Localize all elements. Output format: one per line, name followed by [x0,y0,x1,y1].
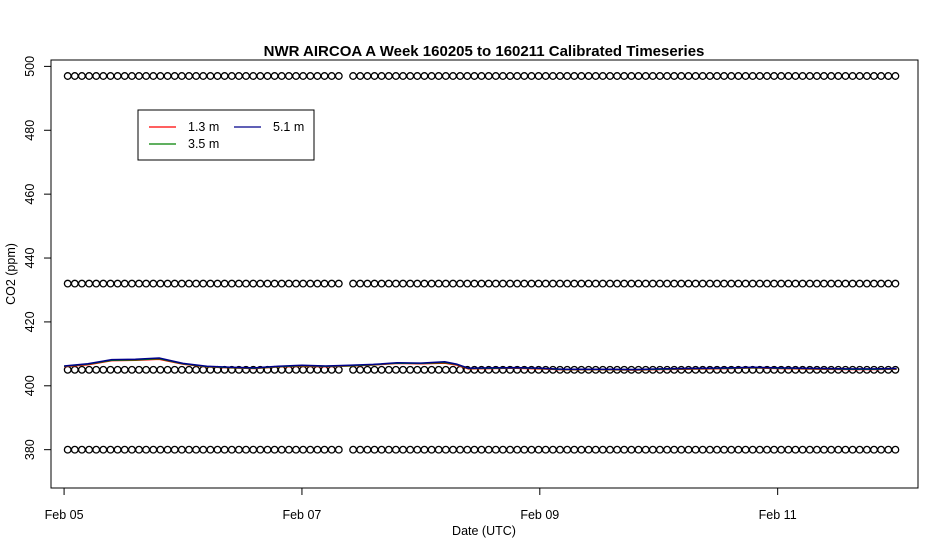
x-tick-label: Feb 05 [45,508,84,522]
chart-title: NWR AIRCOA A Week 160205 to 160211 Calib… [264,43,705,60]
x-tick-label: Feb 09 [520,508,559,522]
legend-label-1-3m: 1.3 m [188,120,219,134]
x-tick-label: Feb 11 [759,508,797,522]
legend-label-5-1m: 5.1 m [273,120,304,134]
y-tick-label: 440 [23,248,37,269]
legend-box [137,109,315,161]
flag-marker [334,279,343,288]
x-tick-label: Feb 07 [282,508,321,522]
flag-marker [334,72,343,80]
legend: 1.3 m 3.5 m 5.1 m [137,109,315,161]
plot-frame [50,59,919,489]
series-line-5-1-m [64,357,897,371]
y-tick-label: 400 [23,375,37,396]
y-tick-label: 380 [23,439,37,460]
y-axis: 380 400 420 440 460 480 500 [23,56,51,460]
x-axis: Feb 05 Feb 07 Feb 09 Feb 11 [45,488,797,522]
series-lines [64,357,897,371]
flag-marker [891,72,900,80]
y-axis-label: CO2 (ppm) [4,243,18,305]
y-tick-label: 420 [23,311,37,332]
flag-marker [891,279,900,288]
y-tick-label: 480 [23,120,37,141]
y-tick-label: 500 [23,56,37,77]
legend-label-3-5m: 3.5 m [188,137,219,151]
flag-markers [63,72,900,454]
x-axis-label: Date (UTC) [452,524,516,538]
flag-marker [334,445,343,454]
y-tick-label: 460 [23,184,37,205]
flag-marker [891,445,900,454]
